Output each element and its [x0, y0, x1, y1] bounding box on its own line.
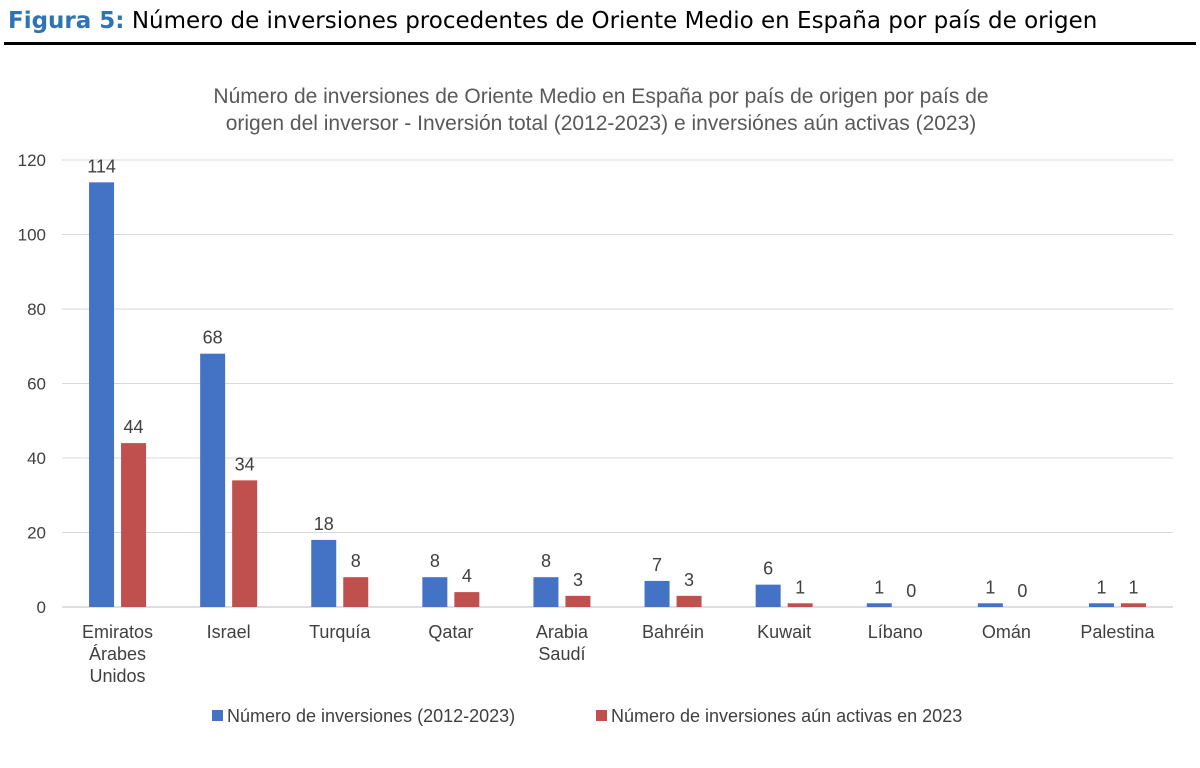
category-label-8: Líbano	[868, 622, 923, 642]
figure-caption: Número de inversiones procedentes de Ori…	[131, 8, 1098, 34]
data-label-series-2-cat-3: 8	[351, 551, 361, 571]
figure-heading: Figura 5: Número de inversiones proceden…	[8, 6, 1097, 36]
data-label-series-1-cat-1: 114	[87, 156, 116, 176]
bar-series-1-cat-1	[89, 182, 115, 607]
chart-title: Número de inversiones de Oriente Medio e…	[213, 85, 988, 135]
category-label-10: Palestina	[1080, 622, 1155, 642]
bar-series-1-cat-10	[1088, 603, 1114, 607]
legend-label-1: Número de inversiones (2012-2023)	[227, 706, 515, 726]
legend: Número de inversiones (2012-2023) Número …	[212, 706, 962, 726]
category-label-9: Omán	[982, 622, 1031, 642]
data-label-series-1-cat-4: 8	[430, 551, 440, 571]
bar-series-1-cat-8	[866, 603, 892, 607]
grid-lines	[62, 159, 1173, 608]
data-label-series-1-cat-3: 18	[314, 514, 334, 534]
bar-series-1-cat-6	[644, 580, 670, 607]
bar-series-2-cat-3	[343, 577, 369, 607]
y-axis-ticks: 0 20 40 60 80 100 120	[18, 151, 46, 617]
data-labels: 114 68 18 8 8 7 6 1 1 1 44 34 8 4 3 3 1 0 0 1	[87, 156, 1138, 601]
data-label-series-2-cat-1: 44	[124, 417, 144, 437]
bar-series-1-cat-3	[311, 539, 337, 607]
y-tick-label-80: 80	[27, 300, 46, 319]
y-tick-label-120: 120	[18, 151, 46, 170]
data-label-series-1-cat-6: 7	[652, 555, 662, 575]
x-axis-categories: Emiratos Árabes Unidos Israel Turquía Qatar Ar…	[82, 622, 1155, 686]
bar-series-2-cat-10	[1120, 603, 1146, 607]
data-label-series-1-cat-8: 1	[874, 577, 884, 597]
data-label-series-1-cat-2: 68	[203, 328, 223, 348]
bar-series-1-cat-9	[977, 603, 1003, 607]
y-tick-label-40: 40	[27, 449, 46, 468]
bar-series-2-cat-2	[232, 480, 258, 607]
bar-series-2-cat-1	[121, 443, 147, 607]
data-label-series-2-cat-9: 0	[1017, 581, 1027, 601]
chart-title-line-1: Número de inversiones de Oriente Medio e…	[213, 85, 988, 108]
data-label-series-2-cat-4: 4	[462, 566, 472, 586]
category-label-2: Israel	[207, 622, 251, 642]
bar-series-1-cat-5	[533, 577, 559, 607]
bar-series-1-cat-7	[755, 584, 781, 607]
y-tick-label-20: 20	[27, 524, 46, 543]
chart-title-line-2: origen del inversor - Inversión total (2…	[226, 112, 977, 135]
data-label-series-2-cat-10: 1	[1128, 577, 1138, 597]
category-label-4: Qatar	[428, 622, 473, 642]
data-label-series-2-cat-8: 0	[906, 581, 916, 601]
data-label-series-2-cat-6: 3	[684, 570, 694, 590]
legend-swatch-2	[596, 710, 607, 721]
data-label-series-2-cat-2: 34	[235, 454, 255, 474]
bar-series-2-cat-5	[565, 595, 591, 607]
figure-label: Figura 5:	[8, 8, 125, 34]
bar-series-2-cat-4	[454, 592, 480, 607]
bar-series-1-cat-4	[422, 577, 448, 607]
data-label-series-2-cat-7: 1	[795, 577, 805, 597]
data-label-series-1-cat-9: 1	[985, 577, 995, 597]
y-tick-label-60: 60	[27, 375, 46, 394]
category-label-3: Turquía	[309, 622, 371, 642]
y-tick-label-0: 0	[37, 598, 46, 617]
bar-series-1-cat-2	[200, 353, 226, 607]
heading-rule	[4, 42, 1196, 45]
category-label-5: Arabia Saudí	[536, 622, 589, 664]
bar-series-2-cat-6	[676, 595, 702, 607]
data-label-series-2-cat-5: 3	[573, 570, 583, 590]
bar-series-2-cat-7	[787, 603, 813, 607]
legend-label-2: Número de inversiones aún activas en 202…	[611, 706, 962, 726]
data-label-series-1-cat-7: 6	[763, 559, 773, 579]
legend-swatch-1	[212, 710, 223, 721]
category-label-7: Kuwait	[757, 622, 811, 642]
data-label-series-1-cat-5: 8	[541, 551, 551, 571]
y-tick-label-100: 100	[18, 226, 46, 245]
category-label-1: Emiratos Árabes Unidos	[82, 622, 153, 686]
bars	[89, 182, 1146, 607]
data-label-series-1-cat-10: 1	[1096, 577, 1106, 597]
category-label-6: Bahréin	[642, 622, 704, 642]
